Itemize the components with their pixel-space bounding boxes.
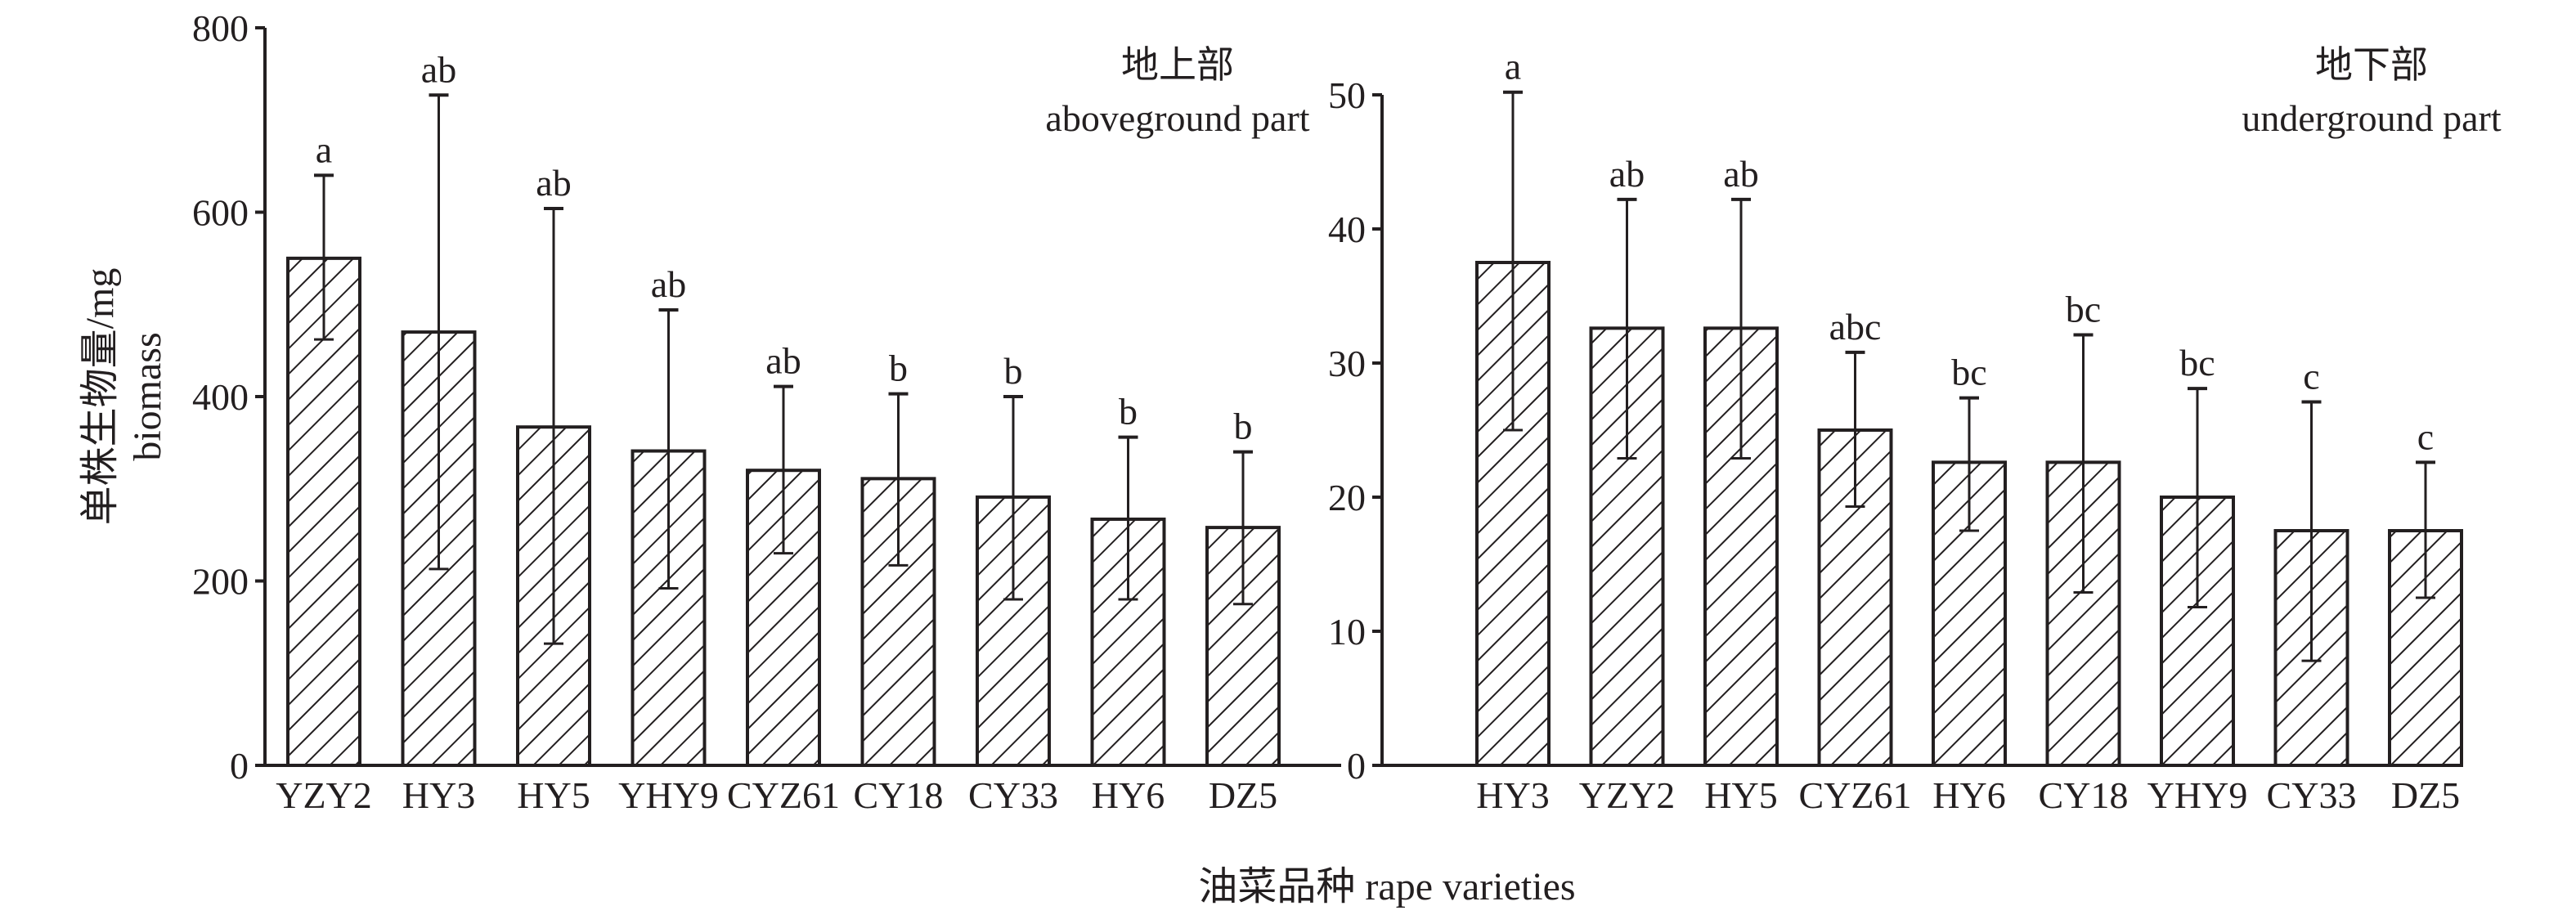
y-tick-label: 600 xyxy=(192,192,249,234)
panel-title-en: aboveground part xyxy=(1045,97,1309,139)
significance-label: bc xyxy=(1951,352,1986,393)
significance-label: b xyxy=(1234,406,1253,447)
panel-title-cn: 地下部 xyxy=(2315,44,2428,86)
significance-label: bc xyxy=(2066,289,2101,330)
significance-label: b xyxy=(1119,391,1138,433)
underground-panel: a HY3 ab YZY2 ab HY5 abc CYZ61 bc HY6 bc CY18 bc YHY9… xyxy=(1328,44,2502,816)
x-axis-label: 油菜品种 rape varieties xyxy=(1198,865,1575,908)
significance-label: abc xyxy=(1829,306,1882,348)
significance-label: ab xyxy=(421,48,456,90)
y-tick-label: 200 xyxy=(192,561,249,603)
x-tick-label: CY18 xyxy=(2039,774,2129,816)
x-tick-label: YHY9 xyxy=(2147,774,2248,816)
significance-label: ab xyxy=(536,162,571,204)
significance-label: b xyxy=(889,348,908,389)
x-tick-label: CYZ61 xyxy=(727,774,840,816)
significance-label: a xyxy=(316,128,332,170)
x-tick-label: DZ5 xyxy=(1209,774,1277,816)
y-tick-label: 0 xyxy=(1347,745,1366,787)
y-axis-label-en: biomass xyxy=(126,332,169,460)
panel-title-en: underground part xyxy=(2242,97,2501,139)
x-tick-label: HY6 xyxy=(1932,774,2005,816)
significance-label: ab xyxy=(1723,153,1758,195)
x-tick-label: CYZ61 xyxy=(1799,774,1912,816)
y-tick-label: 20 xyxy=(1328,477,1366,518)
significance-label: ab xyxy=(651,263,686,305)
y-tick-label: 0 xyxy=(230,745,249,787)
x-tick-label: DZ5 xyxy=(2391,774,2460,816)
significance-label: c xyxy=(2303,356,2319,397)
significance-label: a xyxy=(1505,46,1521,87)
x-tick-label: YZY2 xyxy=(1579,774,1676,816)
y-tick-label: 40 xyxy=(1328,209,1366,250)
x-tick-label: HY5 xyxy=(1704,774,1777,816)
panel-title-cn: 地上部 xyxy=(1121,44,1234,86)
y-tick-label: 10 xyxy=(1328,611,1366,653)
bar xyxy=(286,256,361,767)
x-tick-label: HY5 xyxy=(517,774,590,816)
significance-label: bc xyxy=(2179,342,2215,384)
aboveground-panel: a YZY2 ab HY3 ab HY5 ab YHY9 ab CYZ61 b CY18 b CY33 b H… xyxy=(192,7,1341,816)
y-axis-label-cn: 单株生物量/mg xyxy=(79,268,122,526)
x-tick-label: YHY9 xyxy=(618,774,719,816)
significance-label: c xyxy=(2417,415,2434,457)
significance-label: ab xyxy=(765,340,801,382)
x-tick-label: CY33 xyxy=(2267,774,2357,816)
significance-label: b xyxy=(1004,350,1023,392)
y-tick-label: 800 xyxy=(192,7,249,49)
x-tick-label: HY3 xyxy=(1476,774,1549,816)
significance-label: ab xyxy=(1609,153,1645,195)
y-tick-label: 400 xyxy=(192,376,249,418)
x-tick-label: YZY2 xyxy=(276,774,372,816)
x-tick-label: CY33 xyxy=(968,774,1058,816)
x-tick-label: HY3 xyxy=(402,774,475,816)
x-tick-label: CY18 xyxy=(854,774,944,816)
x-tick-label: HY6 xyxy=(1092,774,1165,816)
y-tick-label: 50 xyxy=(1328,74,1366,116)
y-tick-label: 30 xyxy=(1328,343,1366,384)
